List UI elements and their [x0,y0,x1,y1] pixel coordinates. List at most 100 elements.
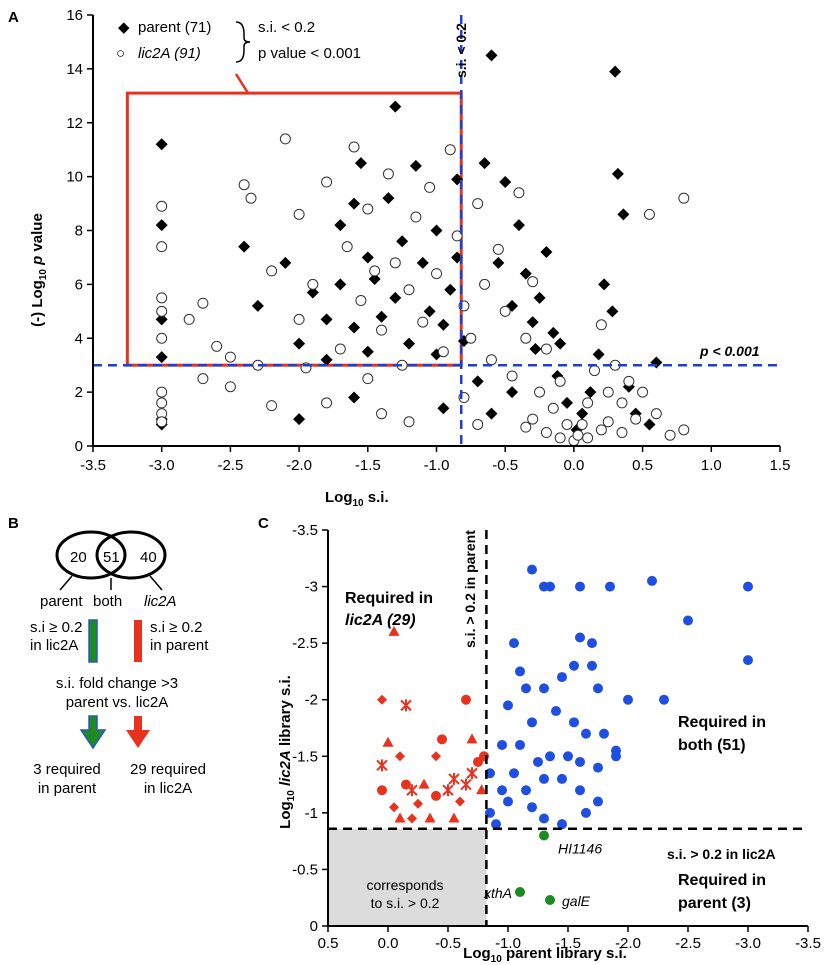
lic2a-required-point [442,784,454,797]
lic2a-point [650,408,662,420]
both-required-point [593,796,603,807]
c-y-tick-label: -3 [305,579,318,596]
both-required-point [527,564,537,575]
both-required-point [611,751,621,762]
lic2a-point [595,424,607,436]
a-y-tick-label: 16 [66,7,83,24]
lic2a-point [382,168,394,180]
lic2a-point [520,332,532,344]
parent-point [354,157,367,170]
gray-box-label-1: corresponds [366,877,443,893]
region-label-both-1: Required in [678,714,766,731]
region-label-lic2a-2: lic2A (29) [345,612,416,629]
venn-left-count: 20 [70,549,87,566]
lic2a-point [589,365,601,377]
parent-point [598,278,611,291]
lic2a-required-point [389,802,399,813]
lic2a-point [437,346,449,358]
parent-point [423,305,436,318]
c-y-tick-label: 0 [310,918,318,935]
parent-point [361,345,374,358]
parent-point [348,391,361,404]
lic2a-point [211,340,223,352]
lic2a-point [678,192,690,204]
gray-region [328,828,487,926]
lic2a-point [348,141,360,153]
lic2a-point [156,332,168,344]
c-x-tick-label: -2.5 [675,935,701,952]
parent-point [389,291,402,304]
parent-point [306,286,319,299]
lic2a-required-point [431,790,441,801]
a-y-axis-label: (-) Log10 p value [29,213,49,327]
lic2a-required-point [388,625,400,636]
criteria-right-1: s.i ≥ 0.2 [150,619,202,636]
red-arrow-icon [126,716,150,748]
lic2a-point [376,324,388,336]
parent-point [389,100,402,113]
lic2a-required-point [466,767,478,780]
both-required-point [521,785,531,796]
lic2a-required-point [407,813,417,824]
parent-point [529,343,542,356]
both-required-point [521,683,531,694]
parent-point [540,246,553,259]
both-required-point [587,660,597,671]
both-required-point [497,785,507,796]
red-bar [134,620,142,662]
parent-point [382,192,395,205]
venn-right-count: 40 [140,549,157,566]
lic2a-point [321,176,333,188]
lic2a-point [643,208,655,220]
parent-required-point [545,894,555,905]
lic2a-point [444,144,456,156]
lic2a-point [238,179,250,191]
parent-point [650,356,663,369]
parent-point [155,351,168,364]
both-required-point [515,666,525,677]
lic2a-point [527,276,539,288]
lic2a-point [334,343,346,355]
lic2a-point [520,421,532,433]
parent-point [238,240,251,253]
parent-point [519,267,532,280]
both-required-point [509,768,519,779]
fold-change-line-2: parent vs. lic2A [66,694,169,711]
a-x-tick-label: -2.5 [217,457,243,474]
lic2a-point [616,427,628,439]
a-y-tick-label: 4 [75,330,83,347]
both-required-point [743,581,753,592]
lic2a-point [527,413,539,425]
parent-point [554,337,567,350]
a-points [155,49,690,447]
parent-point [155,219,168,232]
panel-label-a: A [8,9,19,26]
lic2a-point [266,400,278,412]
green-bar [88,619,98,663]
lic2a-point [623,375,635,387]
lic2a-required-point [460,778,472,791]
lic2a-required-point [413,798,423,809]
both-required-point [575,632,585,643]
lic2a-required-point [476,784,488,795]
a-y-tick-label: 2 [75,384,83,401]
gray-box-label-2: to s.i. > 0.2 [371,895,440,911]
both-required-point [527,802,537,813]
a-x-axis-label: Log10 s.i. [325,489,389,509]
c-y-tick-label: -1 [305,805,318,822]
parent-point [444,283,457,296]
c-x-tick-label: -1.5 [555,935,581,952]
lic2a-point [561,418,573,430]
parent-point [430,224,443,237]
both-required-point [587,638,597,649]
parent-point [485,49,498,62]
both-required-point [599,728,609,739]
both-required-point [509,638,519,649]
legend-marker-parent: ◆ [118,19,130,36]
parent-point [409,159,422,172]
c-x-tick-label: -3.0 [735,935,761,952]
both-required-point [557,773,567,784]
a-x-tick-label: -2.0 [286,457,312,474]
lic2a-point [602,386,614,398]
lic2a-point [678,424,690,436]
